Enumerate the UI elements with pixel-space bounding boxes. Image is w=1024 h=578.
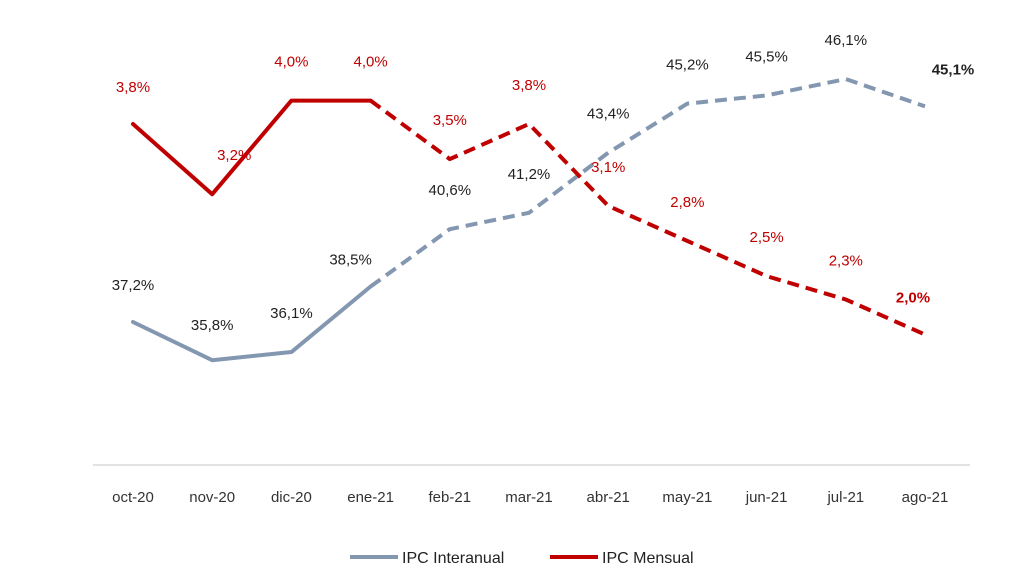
legend: IPC Interanual IPC Mensual — [350, 550, 694, 567]
x-tick-label: mar-21 — [505, 489, 553, 506]
series-layer — [131, 77, 926, 363]
ipc-interanual-data-label: 46,1% — [825, 32, 868, 49]
x-tick-label: feb-21 — [429, 489, 472, 506]
ipc-interanual-data-label: 45,5% — [745, 48, 788, 65]
ipc-interanual-data-label: 35,8% — [191, 317, 234, 334]
ipc-mensual-data-label: 3,5% — [433, 112, 467, 129]
x-tick-label: may-21 — [662, 489, 712, 506]
ipc-interanual-data-label: 37,2% — [112, 277, 155, 294]
ipc-mensual-data-label: 2,3% — [829, 253, 863, 270]
ipc-interanual-line-solid — [131, 284, 373, 363]
ipc-mensual-data-label: 3,8% — [512, 77, 546, 94]
x-tick-label: dic-20 — [271, 489, 312, 506]
ipc-mensual-data-label: 2,8% — [670, 194, 704, 211]
x-tick-label: jul-21 — [826, 489, 864, 506]
x-tick-label: nov-20 — [189, 489, 235, 506]
x-tick-label: oct-20 — [112, 489, 154, 506]
ipc-interanual-line-dashed — [369, 77, 926, 289]
ipc-mensual-legend-label: IPC Mensual — [602, 550, 694, 567]
ipc-interanual-data-label: 36,1% — [270, 305, 313, 322]
x-tick-label: abr-21 — [587, 489, 630, 506]
ipc-interanual-data-label: 43,4% — [587, 106, 630, 123]
x-tick-label: ene-21 — [347, 489, 394, 506]
x-axis-ticks: oct-20 nov-20 dic-20 ene-21 feb-21 mar-21 abr-… — [112, 489, 948, 506]
ipc-mensual-data-label: 4,0% — [353, 54, 387, 71]
ipc-interanual-data-label: 45,1% — [932, 61, 975, 78]
ipc-interanual-data-label: 45,2% — [666, 57, 709, 74]
ipc-mensual-data-label: 3,2% — [217, 147, 251, 164]
ipc-mensual-data-label: 3,8% — [116, 79, 150, 96]
ipc-interanual-data-label: 41,2% — [508, 166, 551, 183]
data-labels: 37,2% 35,8% 36,1% 38,5% 40,6% 41,2% 43,4% 45,2%… — [112, 32, 975, 334]
ipc-mensual-data-label: 2,0% — [896, 290, 930, 307]
x-tick-label: jun-21 — [745, 489, 788, 506]
ipc-mensual-data-label: 2,5% — [749, 229, 783, 246]
ipc-mensual-line-dashed — [369, 98, 926, 337]
ipc-mensual-data-label: 4,0% — [274, 54, 308, 71]
ipc-mensual-data-label: 3,1% — [591, 159, 625, 176]
ipc-interanual-legend-label: IPC Interanual — [402, 550, 504, 567]
ipc-mensual-line-solid — [131, 98, 373, 197]
ipc-interanual-data-label: 40,6% — [429, 182, 472, 199]
ipc-interanual-data-label: 38,5% — [329, 252, 372, 269]
x-tick-label: ago-21 — [902, 489, 949, 506]
